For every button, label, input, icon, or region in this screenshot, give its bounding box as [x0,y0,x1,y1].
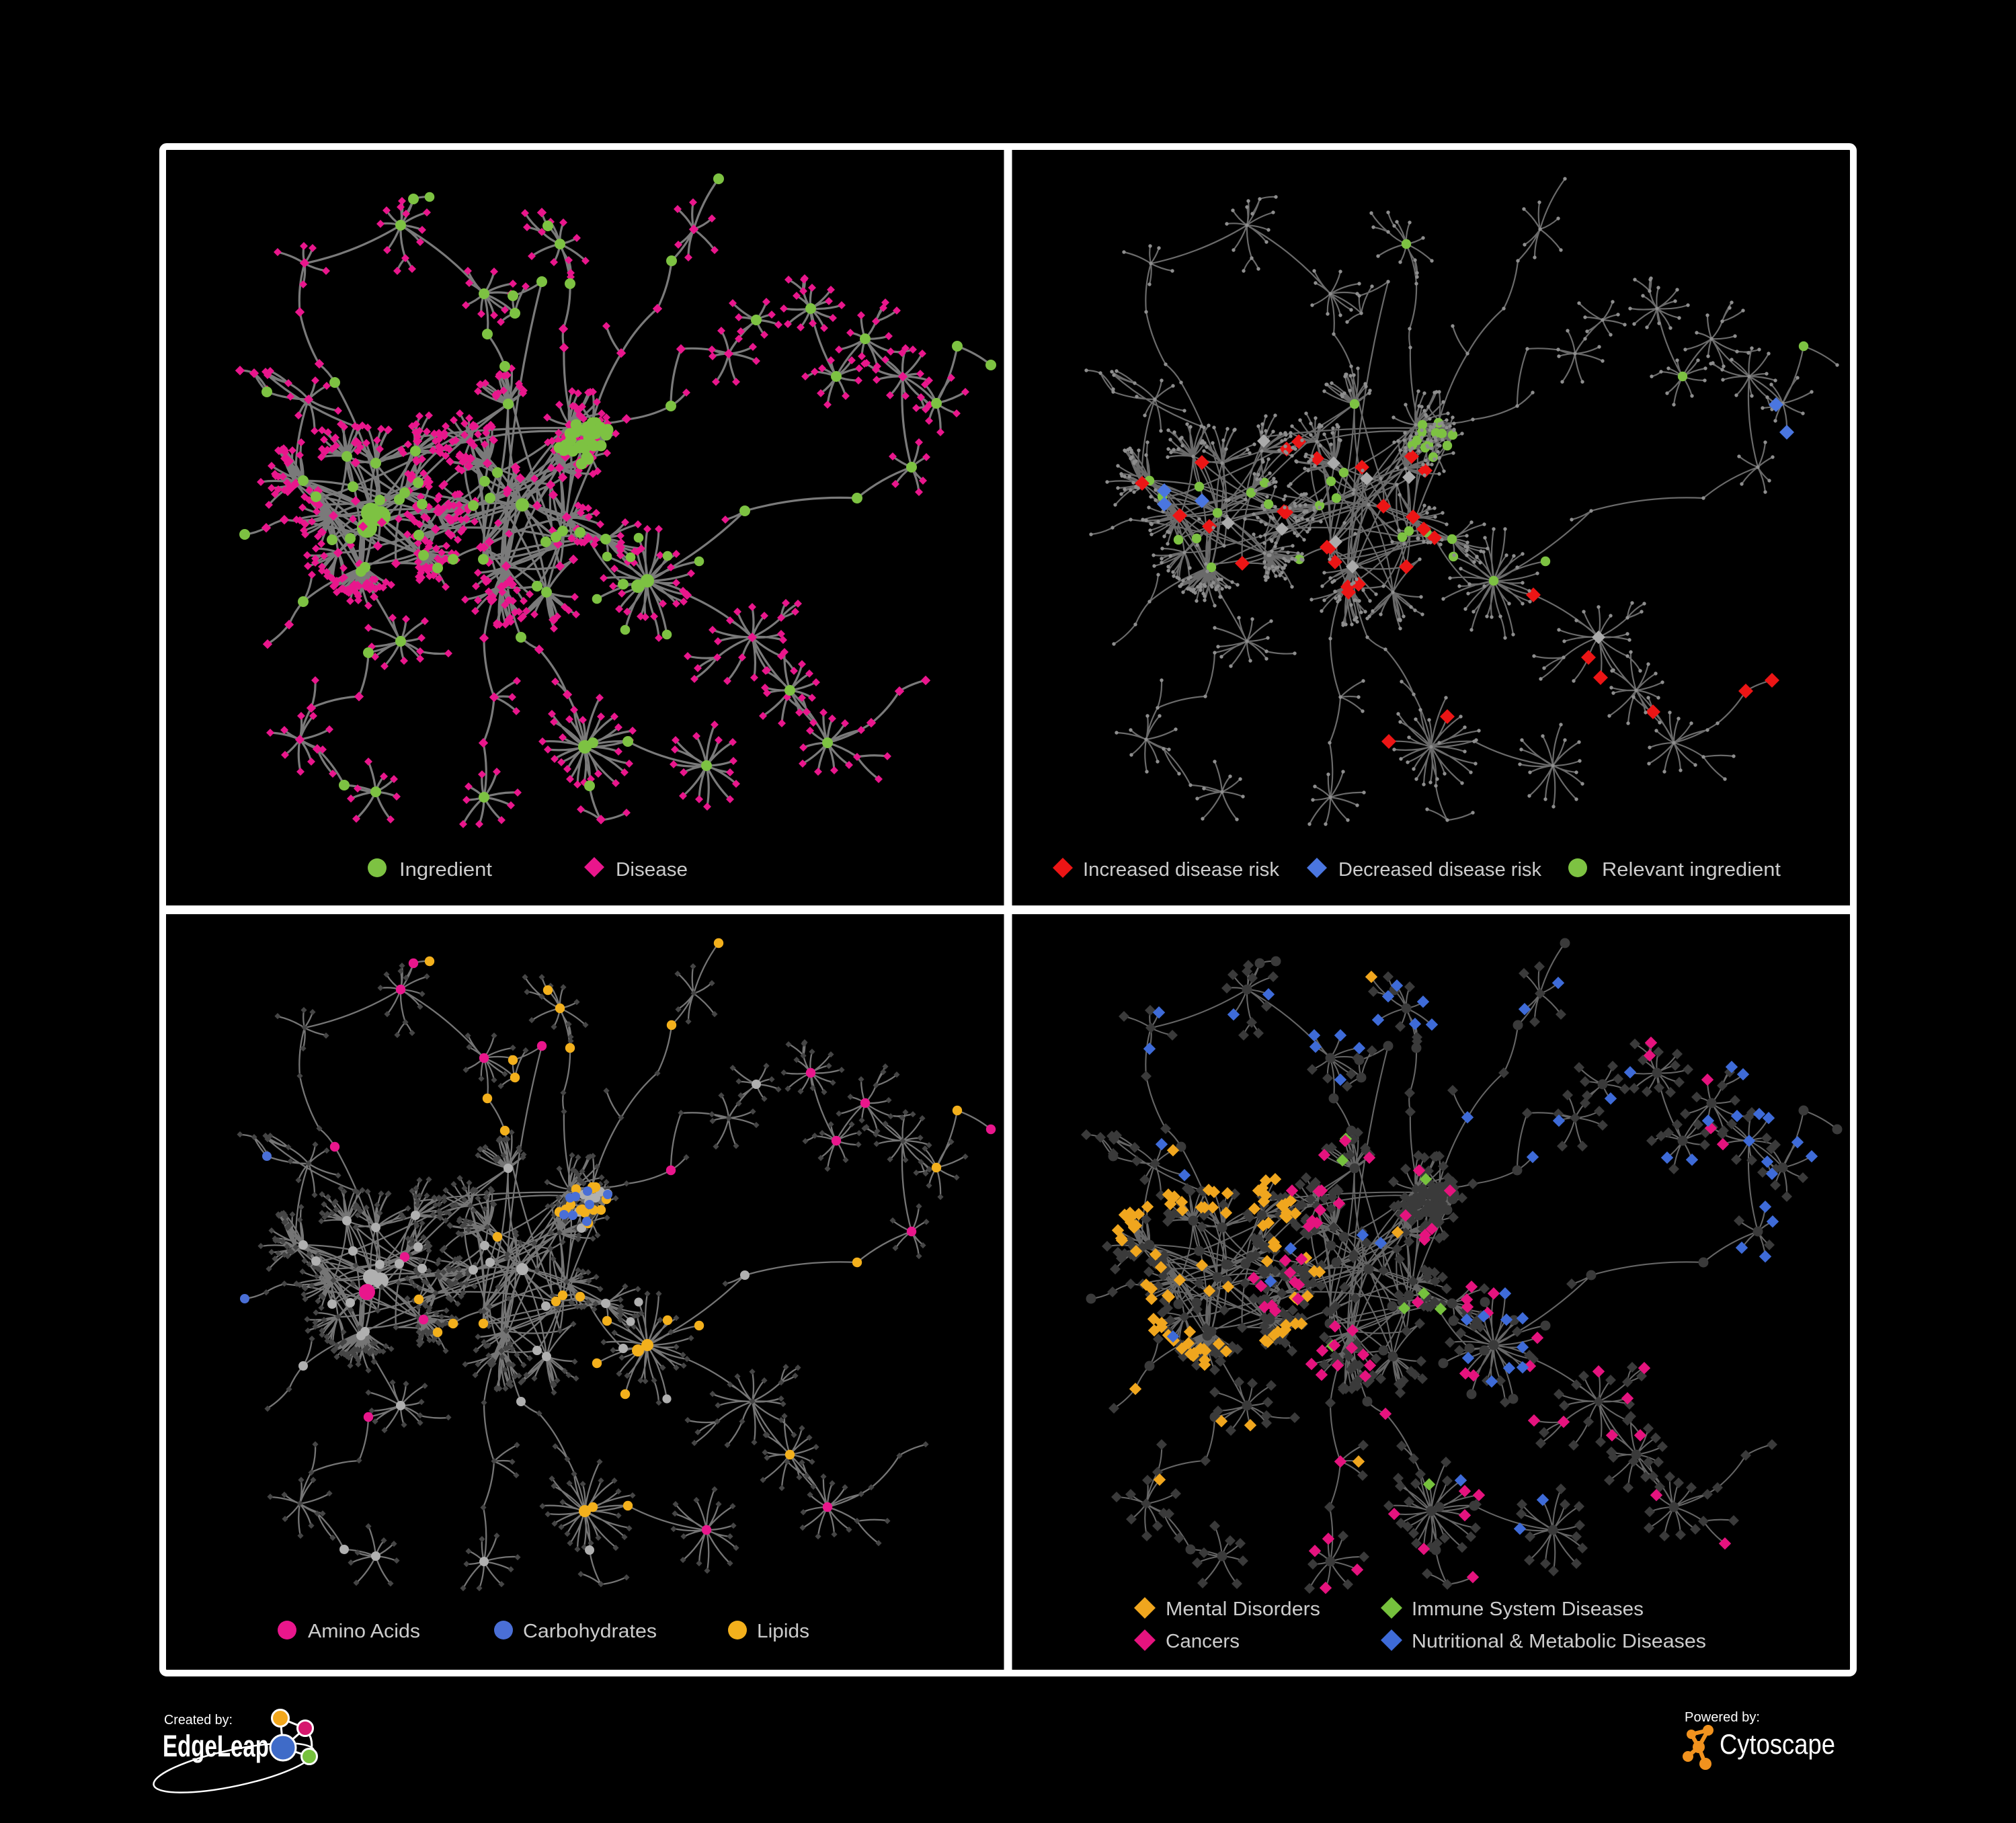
svg-text:Increased disease risk: Increased disease risk [1083,859,1280,881]
svg-text:Ingredient: Ingredient [399,859,492,881]
svg-text:Carbohydrates: Carbohydrates [523,1621,657,1642]
svg-text:Amino Acids: Amino Acids [308,1621,420,1642]
svg-text:Decreased disease risk: Decreased disease risk [1338,859,1541,881]
svg-text:Lipids: Lipids [757,1621,809,1642]
svg-text:Relevant ingredient: Relevant ingredient [1602,859,1781,881]
svg-text:Immune System Diseases: Immune System Diseases [1412,1598,1644,1620]
svg-text:Disease: Disease [616,859,688,881]
svg-text:Powered by:: Powered by: [1685,1710,1760,1725]
svg-text:Cytoscape: Cytoscape [1720,1728,1835,1760]
svg-text:Nutritional & Metabolic Diseas: Nutritional & Metabolic Diseases [1412,1631,1706,1652]
svg-text:Created by:: Created by: [164,1713,233,1728]
svg-text:Mental Disorders: Mental Disorders [1166,1598,1320,1620]
svg-text:Cancers: Cancers [1166,1631,1240,1652]
